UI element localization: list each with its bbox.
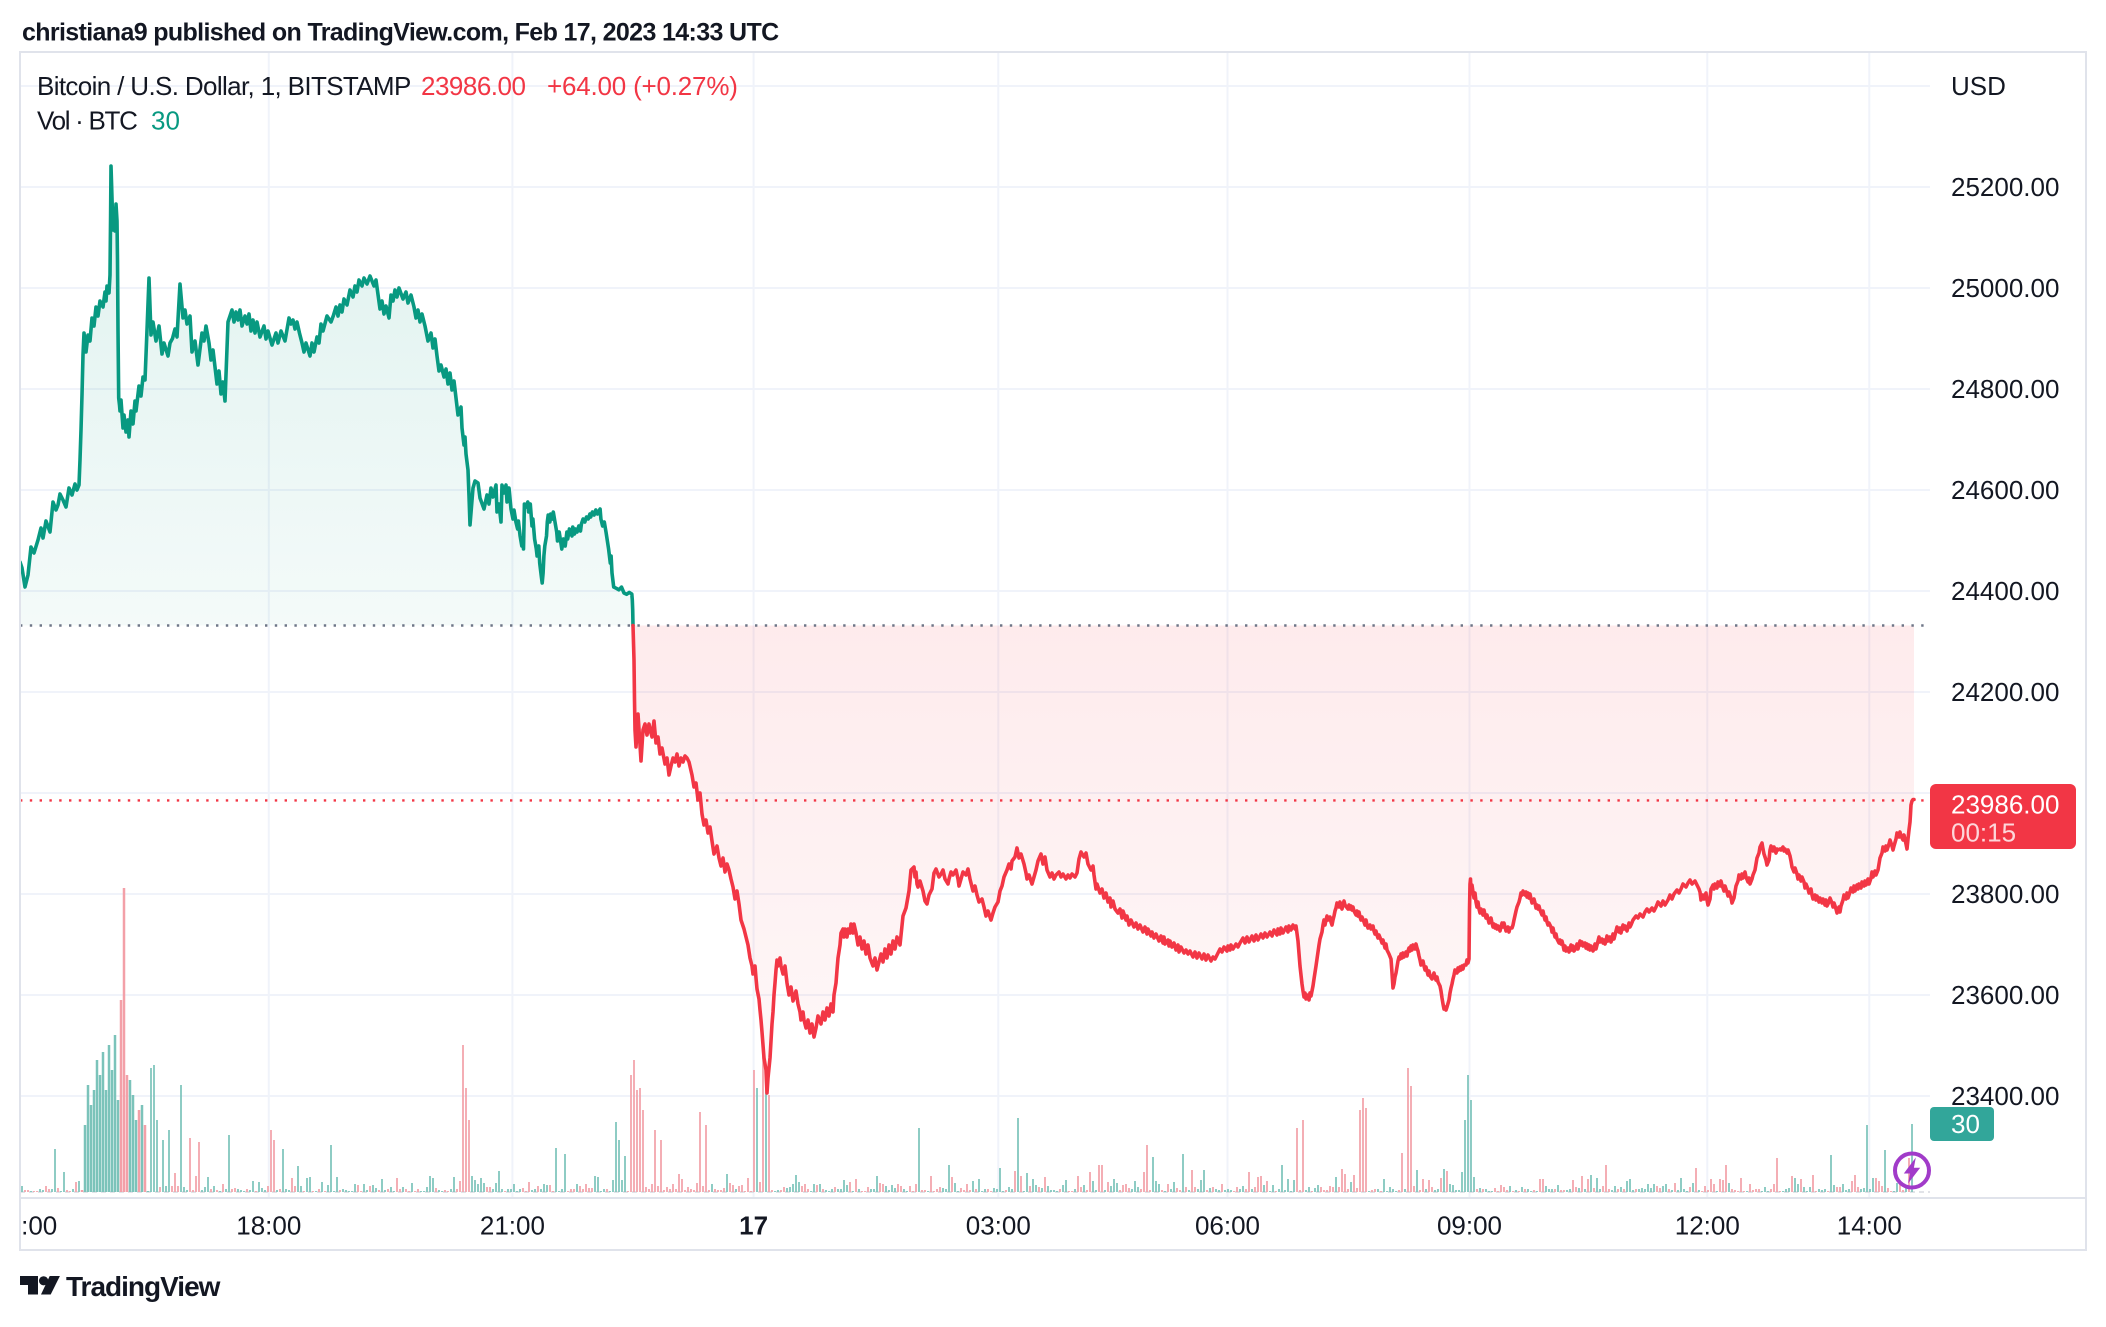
svg-text:Bitcoin / U.S. Dollar, 1, BITS: Bitcoin / U.S. Dollar, 1, BITSTAMP xyxy=(37,71,411,101)
svg-text:30: 30 xyxy=(151,106,180,136)
svg-text:23400.00: 23400.00 xyxy=(1951,1081,2059,1111)
svg-text:18:00: 18:00 xyxy=(236,1211,301,1241)
svg-text:23600.00: 23600.00 xyxy=(1951,980,2059,1010)
svg-text:25200.00: 25200.00 xyxy=(1951,172,2059,202)
svg-text:24600.00: 24600.00 xyxy=(1951,475,2059,505)
svg-text:03:00: 03:00 xyxy=(966,1211,1031,1241)
svg-text:23800.00: 23800.00 xyxy=(1951,879,2059,909)
svg-text:06:00: 06:00 xyxy=(1195,1211,1260,1241)
svg-text:24400.00: 24400.00 xyxy=(1951,576,2059,606)
svg-text:24200.00: 24200.00 xyxy=(1951,677,2059,707)
svg-text:christiana9 published on Tradi: christiana9 published on TradingView.com… xyxy=(22,19,779,47)
svg-text:24800.00: 24800.00 xyxy=(1951,374,2059,404)
svg-text:21:00: 21:00 xyxy=(480,1211,545,1241)
svg-text:09:00: 09:00 xyxy=(1437,1211,1502,1241)
svg-text:12:00: 12:00 xyxy=(1675,1211,1740,1241)
svg-text:00:15: 00:15 xyxy=(1951,818,2016,848)
svg-text:23986.00: 23986.00 xyxy=(1951,790,2059,820)
svg-text:17: 17 xyxy=(739,1211,768,1241)
svg-text:23986.00: 23986.00 xyxy=(421,71,525,101)
svg-text:14:00: 14:00 xyxy=(1837,1211,1902,1241)
svg-text:30: 30 xyxy=(1951,1109,1980,1139)
svg-text:25000.00: 25000.00 xyxy=(1951,273,2059,303)
svg-text:+64.00 (+0.27%): +64.00 (+0.27%) xyxy=(547,71,738,101)
svg-text:15:00: 15:00 xyxy=(0,1211,57,1241)
svg-text:TradingView: TradingView xyxy=(66,1271,221,1302)
svg-text:USD: USD xyxy=(1951,71,2006,101)
svg-text:Vol · BTC: Vol · BTC xyxy=(37,106,137,136)
